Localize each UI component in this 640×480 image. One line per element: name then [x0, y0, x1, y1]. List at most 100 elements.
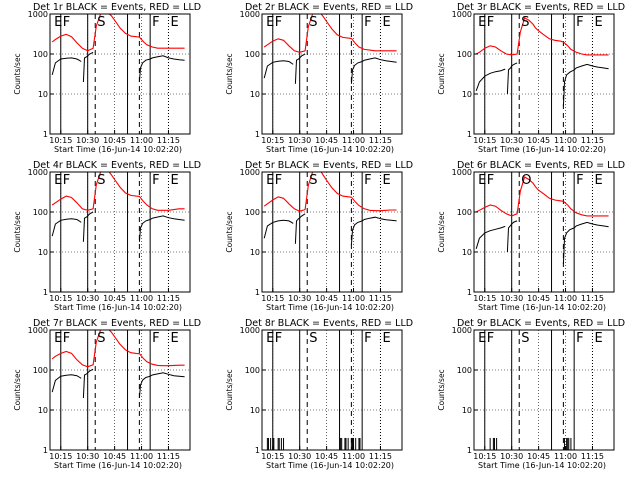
y-tick-label: 100: [33, 50, 48, 59]
x-axis-label: Start Time (16-Jun-14 10:02:20): [54, 303, 182, 312]
phase-marker: F: [576, 331, 583, 346]
plot-frame: [49, 329, 191, 451]
y-tick-label: 100: [457, 50, 472, 59]
x-tick-label: 11:15: [157, 452, 180, 461]
series-lld-line: [475, 17, 609, 56]
y-tick-label: 1000: [240, 326, 260, 335]
x-tick-label: 10:15: [261, 136, 284, 145]
phase-marker: E: [594, 15, 602, 30]
y-axis-label: Counts/sec: [225, 53, 234, 94]
y-tick-label: 1000: [452, 326, 472, 335]
phase-marker: E: [266, 331, 274, 346]
series-events-segment: [294, 53, 306, 84]
phase-marker: E: [478, 15, 486, 30]
series-events-segment: [51, 374, 82, 393]
y-tick-label: 1: [255, 288, 260, 297]
y-axis-label: Counts/sec: [13, 211, 22, 252]
series-events-segment: [51, 218, 82, 237]
series-lld-line: [51, 171, 185, 211]
phase-marker: E: [54, 15, 62, 30]
series-lld-line: [263, 13, 397, 53]
x-tick-label: 10:15: [261, 294, 284, 303]
y-tick-label: 10: [250, 90, 260, 99]
y-tick-label: 10: [38, 406, 48, 415]
y-tick-label: 100: [33, 208, 48, 217]
phase-marker: F: [275, 331, 282, 346]
y-axis-label: Counts/sec: [437, 53, 446, 94]
series-events-segment: [82, 211, 94, 242]
y-tick-label: 1000: [28, 326, 48, 335]
x-tick-label: 10:45: [527, 136, 550, 145]
x-tick-label: 10:15: [261, 452, 284, 461]
panel-title: Det 8r BLACK = Events, RED = LLD: [245, 318, 413, 329]
phase-marker: F: [275, 173, 282, 188]
series-lld-line: [475, 176, 609, 217]
x-axis-label: Start Time (16-Jun-14 10:02:20): [478, 303, 606, 312]
x-tick-label: 11:15: [581, 136, 604, 145]
y-tick-label: 1: [467, 288, 472, 297]
x-tick-label: 10:30: [288, 294, 311, 303]
panel-title: Det 9r BLACK = Events, RED = LLD: [457, 318, 625, 329]
y-tick-label: 10: [462, 248, 472, 257]
x-tick-label: 11:15: [369, 136, 392, 145]
series-events-segment: [82, 368, 94, 399]
y-tick-label: 10: [38, 248, 48, 257]
plot-frame: [261, 13, 403, 135]
y-tick-label: 10: [462, 406, 472, 415]
x-tick-label: 10:15: [473, 136, 496, 145]
panel-title: Det 4r BLACK = Events, RED = LLD: [33, 160, 201, 171]
plot-frame: [473, 13, 615, 135]
y-tick-label: 1: [43, 130, 48, 139]
plot-frame: [473, 171, 615, 293]
x-tick-label: 10:45: [315, 452, 338, 461]
x-tick-label: 11:00: [342, 136, 365, 145]
panel-title: Det 7r BLACK = Events, RED = LLD: [33, 318, 201, 329]
x-tick-label: 11:15: [369, 294, 392, 303]
plot-frame: [261, 171, 403, 293]
x-tick-label: 11:15: [581, 452, 604, 461]
series-events-segment: [263, 219, 294, 239]
x-tick-label: 11:00: [342, 294, 365, 303]
x-tick-label: 10:30: [76, 452, 99, 461]
y-tick-label: 1: [255, 130, 260, 139]
series-events-segment: [350, 57, 397, 84]
phase-marker: E: [54, 331, 62, 346]
y-tick-label: 10: [462, 90, 472, 99]
series-lld-line: [51, 13, 185, 52]
plot-frame: [49, 171, 191, 293]
x-tick-label: 10:45: [315, 136, 338, 145]
y-tick-label: 10: [250, 248, 260, 257]
plot-frame: [261, 329, 403, 451]
x-tick-label: 11:00: [130, 294, 153, 303]
series-events-segment: [350, 216, 397, 246]
phase-marker: E: [170, 173, 178, 188]
panel-title: Det 5r BLACK = Events, RED = LLD: [245, 160, 413, 171]
phase-marker: E: [170, 15, 178, 30]
x-tick-label: 10:30: [76, 294, 99, 303]
phase-marker: F: [487, 331, 494, 346]
x-axis-label: Start Time (16-Jun-14 10:02:20): [266, 303, 394, 312]
y-axis-label: Counts/sec: [225, 211, 234, 252]
phase-marker: S: [521, 15, 529, 30]
phase-marker: S: [97, 15, 105, 30]
x-tick-label: 11:15: [157, 294, 180, 303]
y-tick-label: 1: [467, 130, 472, 139]
series-events-segment: [562, 221, 609, 265]
x-axis-label: Start Time (16-Jun-14 10:02:20): [266, 461, 394, 470]
x-tick-label: 10:15: [49, 294, 72, 303]
phase-marker: E: [478, 173, 486, 188]
series-lld-line: [51, 329, 185, 368]
x-tick-label: 10:15: [49, 136, 72, 145]
phase-marker: S: [309, 331, 317, 346]
panel-title: Det 6r BLACK = Events, RED = LLD: [457, 160, 625, 171]
phase-marker: F: [275, 15, 282, 30]
y-tick-label: 1: [467, 446, 472, 455]
y-tick-label: 100: [33, 366, 48, 375]
series-events-segment: [562, 63, 609, 107]
phase-marker: F: [576, 15, 583, 30]
x-tick-label: 11:00: [554, 294, 577, 303]
